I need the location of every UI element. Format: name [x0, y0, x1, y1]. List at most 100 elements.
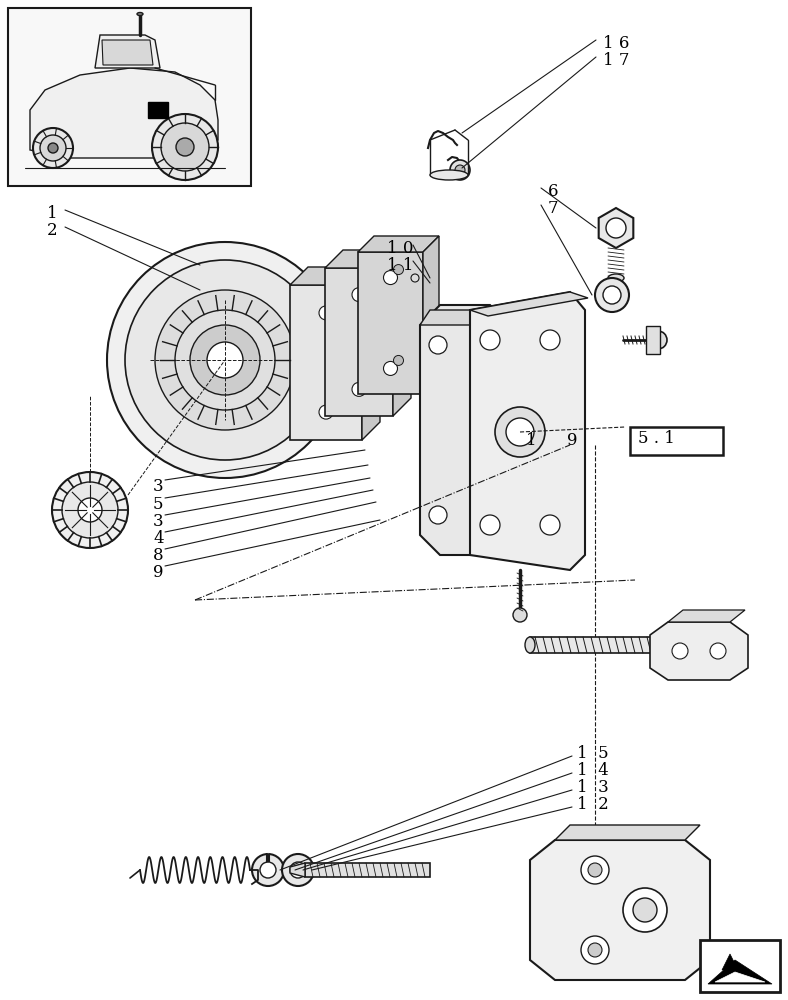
Ellipse shape [430, 170, 468, 180]
Polygon shape [668, 610, 745, 622]
Polygon shape [470, 292, 585, 570]
Circle shape [495, 407, 545, 457]
Bar [630, 427, 723, 455]
Circle shape [595, 278, 629, 312]
Polygon shape [290, 267, 380, 285]
Circle shape [483, 336, 501, 354]
Bar [148, 102, 168, 118]
Circle shape [411, 274, 419, 282]
Polygon shape [708, 960, 772, 984]
Polygon shape [715, 972, 765, 982]
Circle shape [62, 482, 118, 538]
Circle shape [623, 888, 667, 932]
Polygon shape [650, 622, 748, 680]
Text: 1 1: 1 1 [387, 257, 414, 274]
Polygon shape [290, 285, 362, 440]
Circle shape [207, 342, 243, 378]
Circle shape [588, 863, 602, 877]
Bar [305, 863, 430, 877]
Polygon shape [362, 267, 380, 440]
Circle shape [107, 242, 343, 478]
Bar [700, 940, 780, 992]
Polygon shape [646, 326, 660, 354]
Polygon shape [358, 236, 439, 252]
Ellipse shape [525, 637, 535, 653]
Ellipse shape [655, 637, 665, 653]
Polygon shape [420, 305, 510, 555]
Circle shape [252, 854, 284, 886]
Circle shape [393, 265, 403, 275]
Text: 9: 9 [153, 564, 163, 581]
Polygon shape [325, 250, 411, 268]
Text: 5 . 1: 5 . 1 [638, 430, 675, 447]
Circle shape [384, 361, 397, 375]
Circle shape [155, 290, 295, 430]
Circle shape [506, 418, 534, 446]
Circle shape [513, 608, 527, 622]
Circle shape [161, 123, 209, 171]
Circle shape [429, 336, 447, 354]
Circle shape [176, 138, 194, 156]
Text: 1  4: 1 4 [577, 762, 609, 779]
Circle shape [330, 299, 340, 309]
Polygon shape [420, 310, 520, 325]
Text: 1  3: 1 3 [577, 779, 609, 796]
Polygon shape [95, 35, 160, 68]
Text: 2: 2 [47, 222, 58, 239]
Circle shape [78, 498, 102, 522]
Circle shape [540, 330, 560, 350]
Polygon shape [325, 268, 393, 416]
Circle shape [282, 854, 314, 886]
Text: 6: 6 [548, 183, 559, 200]
Circle shape [480, 330, 500, 350]
Circle shape [290, 862, 306, 878]
Circle shape [710, 643, 726, 659]
Circle shape [633, 898, 657, 922]
Polygon shape [30, 68, 218, 158]
Text: 9: 9 [567, 432, 578, 449]
Circle shape [40, 135, 66, 161]
Polygon shape [470, 292, 588, 316]
Text: 1: 1 [47, 205, 58, 222]
Circle shape [319, 405, 333, 419]
Text: 4: 4 [153, 530, 164, 547]
Circle shape [603, 286, 621, 304]
Polygon shape [358, 252, 423, 394]
Circle shape [393, 355, 403, 365]
Polygon shape [290, 863, 305, 877]
Circle shape [429, 506, 447, 524]
Text: 3: 3 [153, 478, 164, 495]
Bar [8, 8, 251, 186]
Text: 1 0: 1 0 [387, 240, 414, 257]
Text: 3: 3 [153, 513, 164, 530]
Circle shape [352, 288, 366, 302]
Circle shape [260, 862, 276, 878]
Text: 1  2: 1 2 [577, 796, 609, 813]
Circle shape [455, 165, 465, 175]
Circle shape [190, 325, 260, 395]
Polygon shape [393, 250, 411, 416]
Circle shape [48, 143, 58, 153]
Text: 1 7: 1 7 [603, 52, 630, 69]
Text: 7: 7 [548, 200, 559, 217]
Circle shape [672, 643, 688, 659]
Ellipse shape [608, 274, 624, 282]
Circle shape [384, 271, 397, 285]
Circle shape [588, 943, 602, 957]
Ellipse shape [137, 12, 143, 15]
Circle shape [480, 515, 500, 535]
Circle shape [330, 398, 340, 408]
Text: 1 6: 1 6 [603, 35, 630, 52]
Circle shape [450, 160, 470, 180]
Polygon shape [555, 825, 700, 840]
Circle shape [319, 306, 333, 320]
Text: 8: 8 [153, 547, 164, 564]
Circle shape [152, 114, 218, 180]
Polygon shape [722, 954, 738, 970]
Polygon shape [530, 840, 710, 980]
Circle shape [540, 515, 560, 535]
Circle shape [581, 856, 609, 884]
Circle shape [125, 260, 325, 460]
Text: 1: 1 [526, 432, 537, 449]
Polygon shape [423, 236, 439, 394]
